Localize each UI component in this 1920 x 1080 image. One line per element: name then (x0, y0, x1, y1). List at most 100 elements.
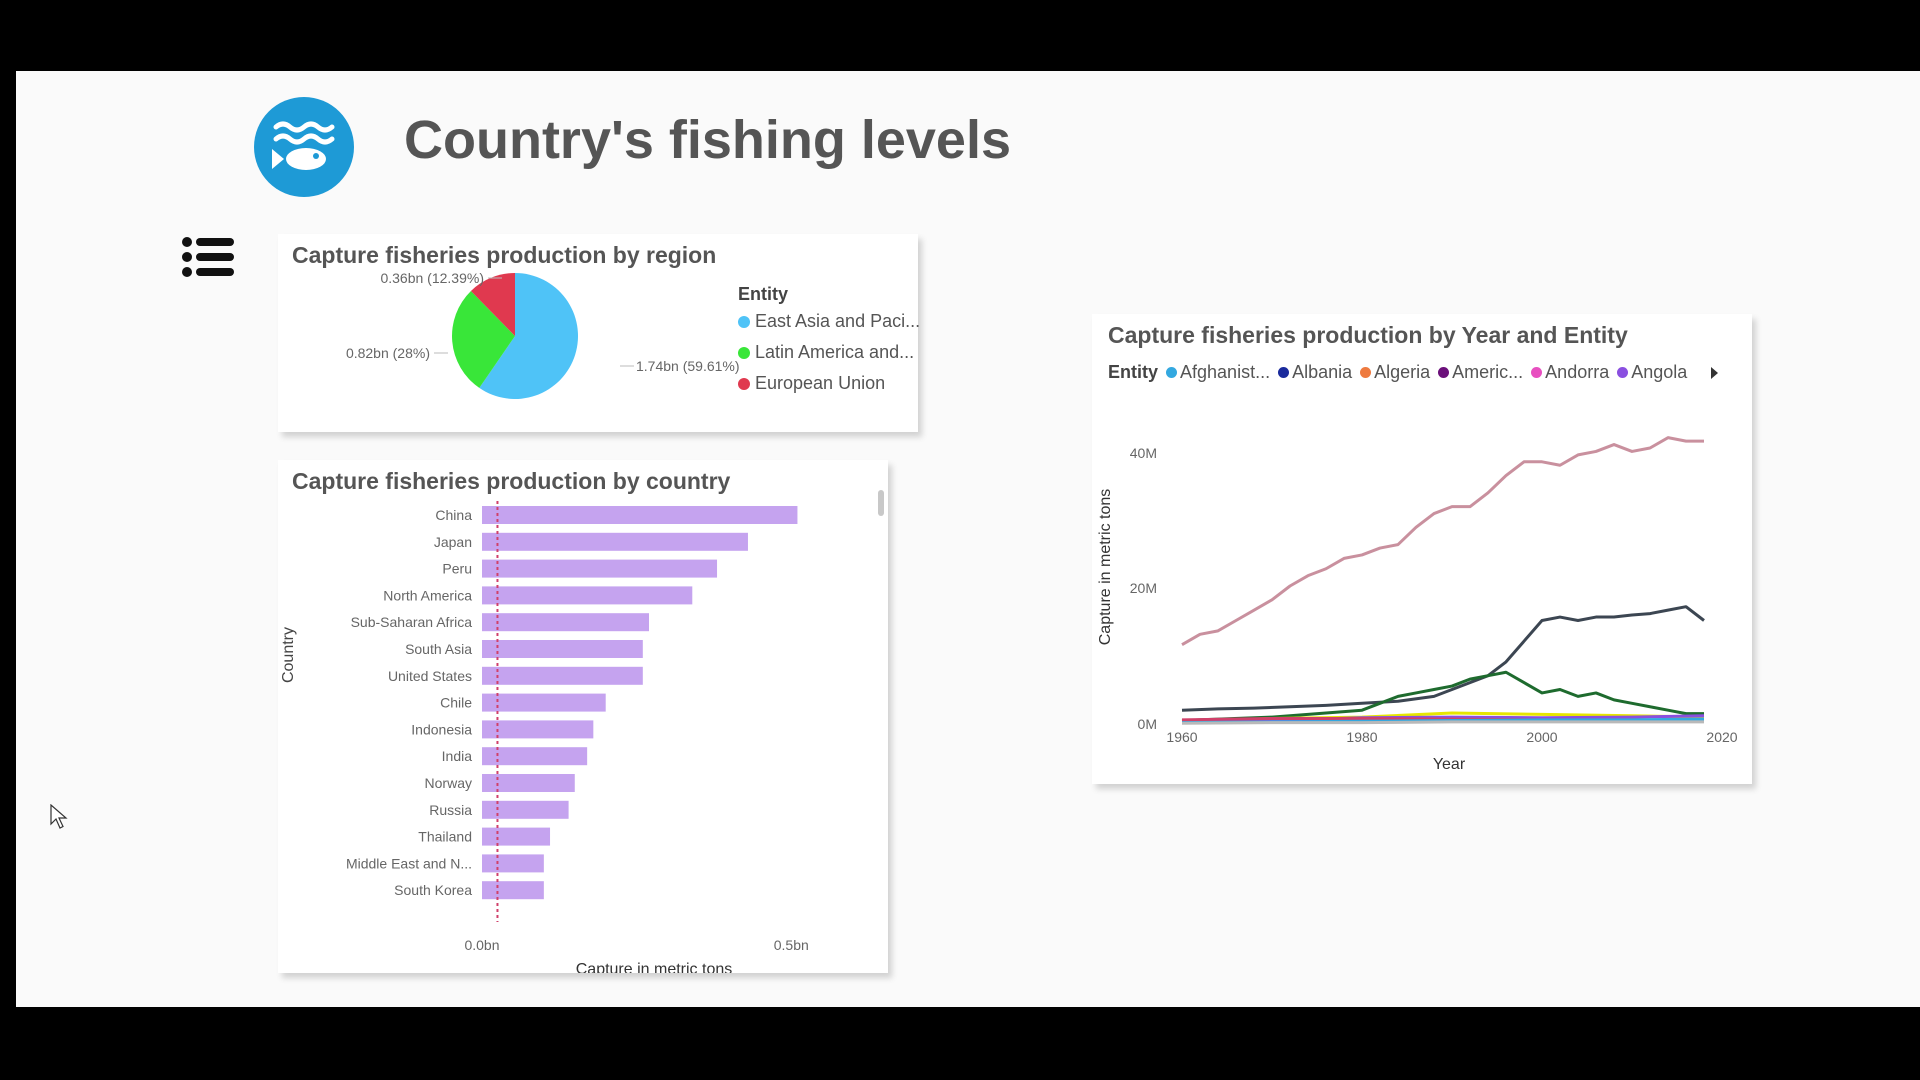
line-x-tick: 2000 (1526, 729, 1557, 745)
bar[interactable] (482, 747, 588, 766)
legend-item-afghanistan[interactable]: Afghanist... (1166, 362, 1270, 383)
legend-label: Andorra (1545, 362, 1610, 382)
bar-chart-scrollbar[interactable] (878, 490, 884, 516)
bar-category-label: Norway (425, 775, 472, 791)
bar-category-label: South Asia (405, 641, 472, 657)
bar-category-label: Chile (440, 695, 472, 711)
bar[interactable] (482, 506, 798, 524)
legend-dot (738, 346, 750, 359)
pie-label-latin-america: 0.82bn (28%) (346, 345, 430, 361)
legend-label: Afghanist... (1180, 362, 1271, 382)
line-series[interactable] (1181, 720, 1704, 725)
bar[interactable] (482, 720, 594, 739)
legend-item-albania[interactable]: Albania (1278, 362, 1352, 383)
bar-x-tick-0: 0.0bn (464, 937, 499, 953)
bar-category-label: India (442, 748, 473, 764)
bar-category-label: South Korea (394, 882, 472, 898)
line-legend-title: Entity (1108, 362, 1159, 382)
legend-item-algeria[interactable]: Algeria (1360, 362, 1430, 383)
legend-item-european-union[interactable]: European Union (738, 373, 920, 394)
legend-label: European Union (755, 373, 886, 393)
legend-dot (738, 377, 750, 390)
line-y-axis-title: Capture in metric tons (1097, 489, 1114, 646)
line-chart-svg: 40M 20M 0M Capture in metric tons 1960 19… (1097, 436, 1738, 773)
pie-slice-east-asia-and-pacific[interactable] (479, 273, 578, 399)
fish-waves-icon (254, 97, 354, 197)
bar[interactable] (482, 613, 649, 632)
line-x-tick: 2020 (1706, 729, 1737, 745)
bar-x-tick-1: 0.5bn (774, 937, 809, 953)
bar-category-label: Thailand (418, 829, 472, 845)
pie-chart-svg: 1.74bn (59.61%) 0.82bn (28%) 0.36bn (12.… (346, 270, 740, 399)
line-series[interactable] (1181, 605, 1705, 712)
bar[interactable] (482, 854, 544, 873)
bar[interactable] (482, 693, 606, 712)
bar-category-label: Sub-Saharan Africa (351, 614, 473, 630)
bar-y-axis-title: Country (280, 627, 297, 683)
legend-item-east-asia[interactable]: East Asia and Paci... (738, 311, 920, 332)
line-x-tick: 1960 (1166, 729, 1197, 745)
list-icon[interactable] (182, 237, 234, 282)
legend-item-angola[interactable]: Angola (1617, 362, 1687, 383)
pie-slice-european-union[interactable] (470, 273, 515, 336)
bar[interactable] (482, 881, 544, 900)
bar[interactable] (482, 800, 569, 819)
bar-category-label: Japan (434, 534, 472, 550)
line-series[interactable] (1181, 670, 1704, 723)
legend-label: Angola (1631, 362, 1688, 382)
bar-category-label: China (435, 507, 472, 523)
legend-dot (1617, 367, 1629, 378)
bar-x-axis-title: Capture in metric tons (576, 961, 733, 973)
bar[interactable] (482, 640, 643, 658)
bar[interactable] (482, 559, 718, 578)
mouse-cursor-icon (50, 803, 68, 835)
legend-dot (1531, 367, 1543, 378)
legend-dot (1360, 367, 1372, 378)
line-series[interactable] (1181, 436, 1704, 646)
pie-chart-card[interactable]: Capture fisheries production by region 1… (278, 234, 920, 432)
line-y-tick-0m: 0M (1138, 716, 1157, 732)
line-x-axis-title: Year (1433, 756, 1466, 773)
legend-label: East Asia and Paci... (755, 311, 921, 331)
pie-legend-title: Entity (738, 284, 789, 304)
legend-item-american[interactable]: Americ... (1438, 362, 1523, 383)
page-title: Country's fishing levels (404, 110, 1011, 170)
bar-category-label: Indonesia (411, 721, 472, 737)
legend-label: Algeria (1374, 362, 1431, 382)
bar-category-label: Russia (429, 802, 472, 818)
pie-label-east-asia: 1.74bn (59.61%) (636, 358, 740, 374)
bar-chart-card[interactable]: Capture fisheries production by country … (278, 460, 888, 973)
line-chart-title: Capture fisheries production by Year and… (1108, 322, 1628, 348)
line-y-tick-40m: 40M (1130, 445, 1157, 461)
legend-next-arrow-icon[interactable] (1711, 366, 1719, 379)
bar-category-label: United States (388, 668, 472, 684)
bar-chart-title: Capture fisheries production by country (292, 468, 731, 494)
legend-item-andorra[interactable]: Andorra (1531, 362, 1609, 383)
report-canvas: Country's fishing levels Capture fisheri… (16, 71, 1920, 1007)
legend-dot (1438, 367, 1450, 378)
bar[interactable] (482, 586, 693, 605)
line-y-tick-20m: 20M (1130, 580, 1157, 596)
legend-item-latin-america[interactable]: Latin America and... (738, 342, 920, 363)
bar-category-label: Middle East and N... (346, 855, 472, 871)
bar-chart-svg: China Japan Peru North America Sub-Saharan A… (280, 490, 884, 973)
bar-category-label: Peru (442, 561, 472, 577)
bar[interactable] (482, 827, 551, 846)
line-chart-card[interactable]: Capture fisheries production by Year and… (1092, 314, 1752, 784)
line-x-tick: 1980 (1346, 729, 1377, 745)
legend-dot (738, 315, 750, 328)
bar[interactable] (482, 532, 748, 551)
line-legend: Entity Afghanist... Albania Algeria Amer… (1108, 362, 1719, 383)
bar-category-label: North America (383, 587, 472, 603)
legend-label: Americ... (1452, 362, 1524, 382)
pie-chart-title: Capture fisheries production by region (292, 242, 717, 268)
legend-dot (1278, 367, 1290, 378)
legend-dot (1166, 367, 1178, 378)
bar[interactable] (482, 666, 643, 685)
legend-label: Albania (1292, 362, 1353, 382)
pie-label-european-union: 0.36bn (12.39%) (380, 270, 484, 286)
pie-slice-latin-america-and-caribbean[interactable] (452, 290, 515, 388)
legend-label: Latin America and... (755, 342, 915, 362)
pie-legend: Entity East Asia and Paci... Latin Ameri… (738, 284, 920, 394)
bar[interactable] (482, 774, 575, 792)
